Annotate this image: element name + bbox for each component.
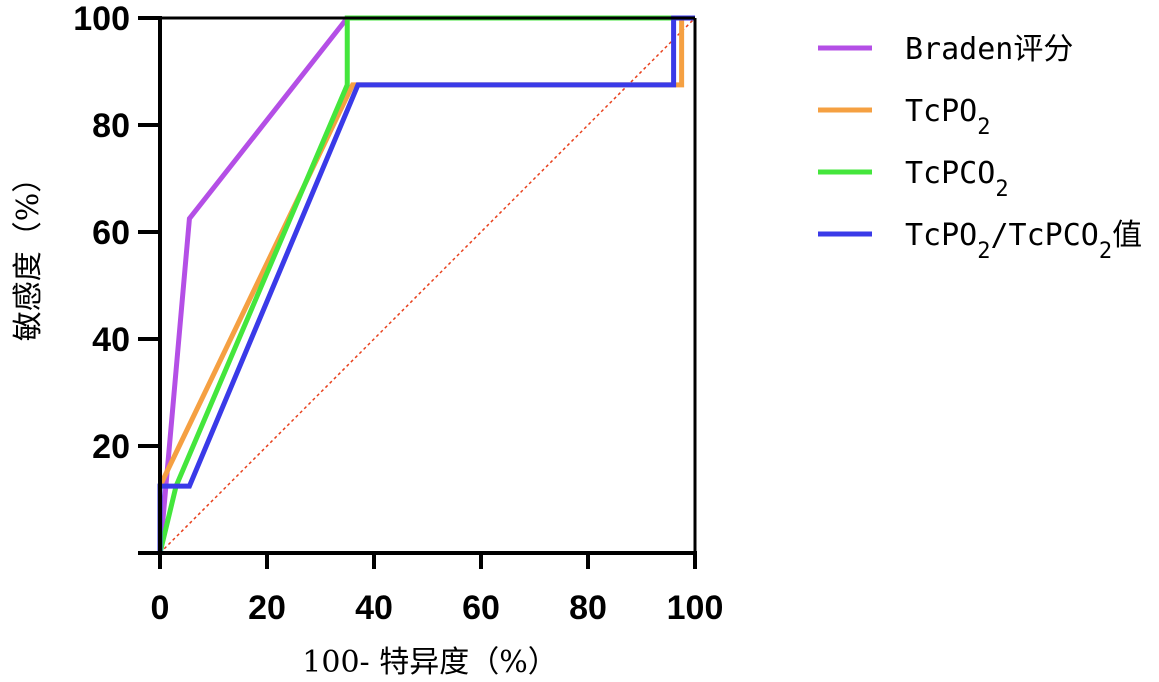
x-tick-label: 100: [667, 589, 724, 627]
x-axis-title: 100- 特异度（%）: [302, 645, 557, 680]
y-tick-label: 100: [73, 0, 130, 38]
legend-label-1: TcPO2: [905, 94, 991, 140]
y-tick-label: 60: [92, 214, 130, 252]
legend-label-2: TcPCO2: [905, 156, 1009, 202]
y-axis-title: 敏感度（%）: [11, 163, 46, 342]
x-tick-label: 60: [462, 589, 500, 627]
legend-label-0: Braden评分: [905, 32, 1073, 67]
x-tick-label: 40: [355, 589, 393, 627]
x-tick-label: 20: [248, 589, 286, 627]
x-tick-label: 0: [151, 589, 170, 627]
plot-area: [157, 15, 696, 554]
legend: Braden评分 TcPO2 TcPCO2 TcPO2/TcPCO2值: [818, 32, 1142, 264]
axes: 0 20 40 60 80 100 20 40 60 80 100: [73, 0, 723, 627]
y-tick-label: 20: [92, 428, 130, 466]
y-tick-label: 80: [92, 107, 130, 145]
reference-diagonal-line: [159, 17, 696, 554]
x-tick-label: 80: [569, 589, 607, 627]
legend-label-3: TcPO2/TcPCO2值: [905, 218, 1142, 264]
y-tick-label: 40: [92, 321, 130, 359]
